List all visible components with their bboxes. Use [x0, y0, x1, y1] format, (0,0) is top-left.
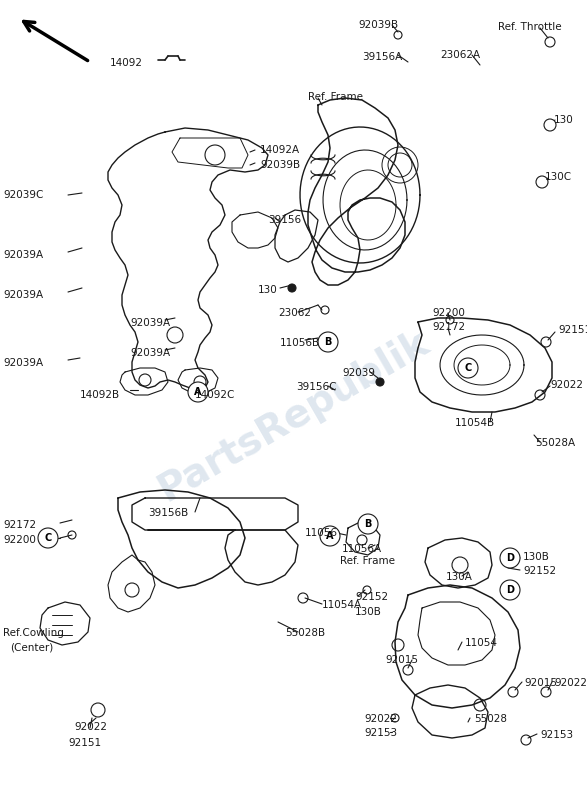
- Circle shape: [188, 382, 208, 402]
- Text: 92022: 92022: [74, 722, 107, 732]
- Text: 92039A: 92039A: [3, 290, 43, 300]
- Text: 92153: 92153: [540, 730, 573, 740]
- Text: PartsRepublik: PartsRepublik: [151, 323, 436, 508]
- Text: 130C: 130C: [545, 172, 572, 182]
- Text: A: A: [326, 531, 334, 541]
- Text: 39156C: 39156C: [296, 382, 336, 392]
- Text: 14092C: 14092C: [195, 390, 235, 400]
- Text: 130A: 130A: [446, 572, 473, 582]
- Text: 23062: 23062: [278, 308, 311, 318]
- Circle shape: [500, 580, 520, 600]
- Text: 92039C: 92039C: [3, 190, 43, 200]
- Text: 92039A: 92039A: [3, 250, 43, 260]
- Circle shape: [318, 332, 338, 352]
- Text: 11054: 11054: [465, 638, 498, 648]
- Text: 92172: 92172: [3, 520, 36, 530]
- Text: (Center): (Center): [10, 642, 53, 652]
- Text: 39156B: 39156B: [148, 508, 188, 518]
- Text: 92152: 92152: [523, 566, 556, 576]
- Circle shape: [288, 284, 296, 292]
- Text: C: C: [45, 533, 52, 543]
- Text: 92039A: 92039A: [3, 358, 43, 368]
- Text: 92039B: 92039B: [358, 20, 398, 30]
- Text: 92152: 92152: [355, 592, 388, 602]
- Circle shape: [536, 176, 548, 188]
- Text: 92039A: 92039A: [130, 318, 170, 328]
- Circle shape: [320, 526, 340, 546]
- Text: 11054A: 11054A: [322, 600, 362, 610]
- Text: Ref. Frame: Ref. Frame: [308, 92, 363, 102]
- Text: 92015: 92015: [524, 678, 557, 688]
- Circle shape: [500, 548, 520, 568]
- Text: C: C: [464, 363, 471, 373]
- Text: 14092A: 14092A: [260, 145, 300, 155]
- Text: 55028B: 55028B: [285, 628, 325, 638]
- Text: 92151: 92151: [558, 325, 587, 335]
- Text: 92200: 92200: [3, 535, 36, 545]
- Text: B: B: [365, 519, 372, 529]
- Text: 11056: 11056: [305, 528, 338, 538]
- Text: 130: 130: [258, 285, 278, 295]
- Text: Ref. Throttle: Ref. Throttle: [498, 22, 562, 32]
- Circle shape: [458, 358, 478, 378]
- Text: 11056B: 11056B: [280, 338, 320, 348]
- Text: 55028A: 55028A: [535, 438, 575, 448]
- Text: Ref.Cowling: Ref.Cowling: [3, 628, 64, 638]
- Text: 92153: 92153: [364, 728, 397, 738]
- Text: D: D: [506, 585, 514, 595]
- Text: 23062A: 23062A: [440, 50, 480, 60]
- Text: 39156: 39156: [268, 215, 301, 225]
- Text: 92022: 92022: [554, 678, 587, 688]
- Circle shape: [38, 528, 58, 548]
- Text: 11056A: 11056A: [342, 544, 382, 554]
- Circle shape: [376, 378, 384, 386]
- Text: 39156A: 39156A: [362, 52, 402, 62]
- Text: 92172: 92172: [432, 322, 465, 332]
- Circle shape: [544, 119, 556, 131]
- Text: 14092B: 14092B: [80, 390, 120, 400]
- Text: B: B: [324, 337, 332, 347]
- Text: 92200: 92200: [432, 308, 465, 318]
- Text: 130B: 130B: [355, 607, 382, 617]
- Text: Ref. Frame: Ref. Frame: [340, 556, 395, 566]
- Text: 55028: 55028: [474, 714, 507, 724]
- Text: 92015: 92015: [385, 655, 418, 665]
- Text: 92022: 92022: [550, 380, 583, 390]
- Text: 92039A: 92039A: [130, 348, 170, 358]
- Text: 92039B: 92039B: [260, 160, 300, 170]
- Text: A: A: [194, 387, 202, 397]
- Text: 92022: 92022: [364, 714, 397, 724]
- Text: 92151: 92151: [68, 738, 101, 748]
- Text: 11054B: 11054B: [455, 418, 495, 428]
- Text: 92039: 92039: [342, 368, 375, 378]
- Text: 130B: 130B: [523, 552, 550, 562]
- Circle shape: [358, 514, 378, 534]
- Text: 14092: 14092: [110, 58, 143, 68]
- Text: D: D: [506, 553, 514, 563]
- Text: 130: 130: [554, 115, 573, 125]
